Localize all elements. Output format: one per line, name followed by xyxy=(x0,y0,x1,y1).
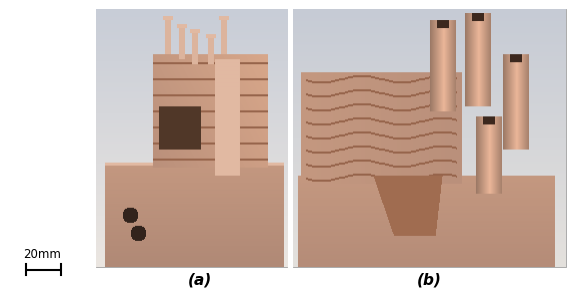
Bar xyxy=(96,9,287,267)
Text: (b): (b) xyxy=(417,272,441,287)
Text: (a): (a) xyxy=(188,272,212,287)
Bar xyxy=(293,9,566,267)
Text: 20mm: 20mm xyxy=(23,248,61,261)
